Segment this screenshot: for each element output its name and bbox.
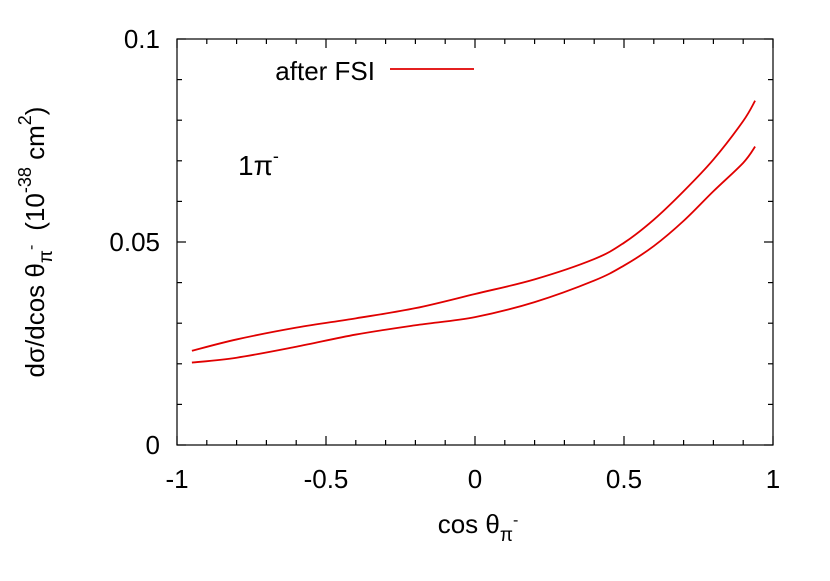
annotation-text: 1π (238, 150, 273, 181)
y-tick-label: 0 (146, 430, 160, 460)
y-axis-label-unit-exp2: 2 (15, 115, 35, 125)
annotation-sup: - (273, 146, 279, 166)
y-axis-label-main: dσ/dcos θ (20, 263, 50, 377)
y-axis-label-unit-open: (10 (20, 193, 50, 231)
x-axis-label: cos θπ- (438, 509, 519, 546)
tick-labels: -1 -0.5 0 0.5 1 0 0.05 0.1 (109, 24, 780, 494)
x-axis-label-sub: π (500, 525, 513, 546)
x-tick-label: 0 (468, 464, 482, 494)
plot-frame (176, 38, 774, 446)
x-axis-label-main: cos θ (438, 509, 500, 539)
x-tick-label: -1 (165, 464, 188, 494)
y-axis-label-sub-sup: - (23, 245, 40, 250)
x-axis-label-sup: - (513, 512, 518, 529)
y-tick-label: 0.05 (109, 227, 160, 257)
x-tick-label: 1 (766, 464, 780, 494)
legend-label: after FSI (275, 56, 375, 86)
axis-ticks (176, 38, 774, 446)
series-layer (191, 100, 756, 364)
x-tick-label: 0.5 (606, 464, 642, 494)
y-axis-label-sub: π (36, 250, 57, 263)
x-tick-label: -0.5 (304, 464, 349, 494)
annotation-1pi: 1π- (238, 146, 279, 181)
series-line-1 (191, 100, 756, 352)
y-axis-label-unit-close: ) (20, 107, 50, 116)
legend: after FSI (275, 56, 474, 86)
y-axis-label-unit-mid: cm (20, 125, 50, 167)
y-tick-label: 0.1 (124, 24, 160, 54)
y-axis-label-unit-exp: -38 (15, 167, 35, 193)
y-axis-label: dσ/dcos θπ- (10-38 cm2) (15, 107, 57, 378)
series-line-2 (191, 146, 756, 364)
